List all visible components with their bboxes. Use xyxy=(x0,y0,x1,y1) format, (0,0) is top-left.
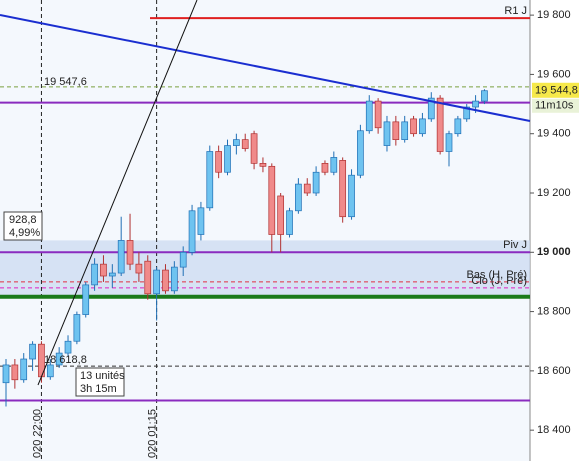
level-label: Clo (J, Pré) xyxy=(471,275,527,287)
candle-body xyxy=(392,121,400,140)
timer-tag xyxy=(532,98,579,113)
candle-body xyxy=(206,151,214,209)
level-label: Bas (H, Pré) xyxy=(466,269,527,281)
candle-body xyxy=(383,121,391,146)
candle-body xyxy=(179,251,187,268)
candle-body xyxy=(436,97,444,152)
candle-body xyxy=(401,121,409,140)
candle-body xyxy=(241,139,249,149)
y-tick-label: 19 200 xyxy=(537,187,571,199)
candle-body xyxy=(46,364,54,378)
range-percent: 4,99% xyxy=(9,227,40,239)
axis-background xyxy=(530,0,579,461)
x-tick-label: 020 01:15 xyxy=(147,409,159,458)
candle-body xyxy=(215,151,222,173)
candle-body xyxy=(410,118,417,135)
range-points: 928,8 xyxy=(9,214,37,226)
price-label: 19 544,8 xyxy=(535,85,578,97)
y-tick-label: 18 800 xyxy=(537,305,571,317)
candle-body xyxy=(197,207,205,235)
candle-body xyxy=(162,269,169,292)
candle-body xyxy=(188,210,196,253)
candle-body xyxy=(64,340,72,354)
candle-body xyxy=(481,90,488,102)
timer-label: 11m10s xyxy=(535,100,574,112)
candle-body xyxy=(29,343,36,360)
y-tick-label: 19 400 xyxy=(537,128,571,140)
duration-units: 13 unités xyxy=(80,370,125,382)
candle-body xyxy=(73,314,81,342)
candle-body xyxy=(330,157,338,173)
candle-body xyxy=(268,165,276,235)
candle-body xyxy=(365,100,373,132)
price-tag xyxy=(532,82,579,98)
candle-body xyxy=(11,364,19,381)
candle-body xyxy=(153,269,160,295)
candle-body xyxy=(445,133,453,152)
candle-body xyxy=(91,263,98,286)
candle-body xyxy=(312,171,320,194)
candle-body xyxy=(303,183,311,194)
trend-line xyxy=(0,14,531,122)
low-label: 18 618,8 xyxy=(44,354,87,366)
candle-body xyxy=(233,139,240,146)
candle-body xyxy=(339,160,347,218)
y-tick-label: 19 600 xyxy=(537,68,571,80)
level-label: R1 J xyxy=(504,5,527,17)
duration-box xyxy=(75,367,125,397)
candle-body xyxy=(170,266,178,292)
candle-body xyxy=(100,263,107,277)
candle-body xyxy=(277,195,285,235)
candle-body xyxy=(374,100,382,129)
candle-body xyxy=(126,240,134,265)
y-tick-label: 19 000 xyxy=(537,246,571,258)
candle-body xyxy=(108,272,116,277)
candle-body xyxy=(472,100,479,108)
candle-body xyxy=(419,118,426,135)
candle-body xyxy=(259,163,267,167)
y-tick-label: 18 600 xyxy=(537,365,571,377)
candle-body xyxy=(295,183,302,212)
range-box xyxy=(3,211,43,241)
y-tick-label: 19 800 xyxy=(537,9,571,21)
candle-body xyxy=(117,240,125,274)
candle-body xyxy=(427,97,435,120)
y-tick-label: 18 400 xyxy=(537,424,571,436)
trend-line xyxy=(37,0,198,386)
candle-body xyxy=(144,260,152,295)
candle-body xyxy=(224,145,231,173)
candle-body xyxy=(286,210,293,235)
level-label: Piv J xyxy=(503,239,527,251)
candle-body xyxy=(135,263,143,274)
candle-body xyxy=(250,133,258,164)
high-label: 19 547,6 xyxy=(44,76,87,88)
duration-time: 3h 15m xyxy=(80,383,117,395)
candle-body xyxy=(82,284,90,315)
candle-body xyxy=(2,364,10,384)
candle-body xyxy=(20,358,28,381)
candle-body xyxy=(454,118,462,135)
candle-body xyxy=(55,352,63,366)
candle-body xyxy=(321,163,329,173)
candle-body xyxy=(357,130,364,176)
x-tick-label: 020 22:00 xyxy=(31,409,43,458)
candle-body xyxy=(463,106,471,120)
candle-body xyxy=(348,174,355,218)
